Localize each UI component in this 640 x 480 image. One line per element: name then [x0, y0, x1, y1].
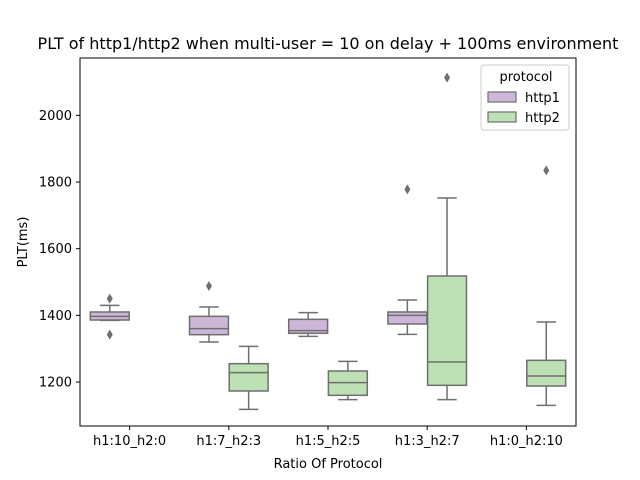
- box-body: [426, 275, 468, 387]
- y-tick-label: 2000: [39, 109, 72, 124]
- x-axis-label: Ratio Of Protocol: [274, 457, 383, 472]
- box-http2: [526, 165, 567, 407]
- box-body: [287, 318, 329, 335]
- box-http1: [188, 281, 230, 343]
- box-http2: [327, 360, 369, 401]
- legend-swatch-http1: [487, 91, 517, 103]
- box-body: [387, 311, 428, 325]
- x-tick-label: h1:10_h2:0: [93, 434, 166, 449]
- legend-label-http2: http2: [525, 111, 560, 126]
- outlier-marker: [106, 293, 113, 304]
- x-tick-label: h1:0_h2:10: [490, 434, 563, 449]
- outlier-marker: [543, 165, 550, 176]
- legend-title: protocol: [499, 70, 552, 85]
- x-tick-label: h1:7_h2:3: [196, 434, 261, 449]
- box-http1: [89, 293, 130, 340]
- box-series-layer: [89, 72, 567, 411]
- y-tick-label: 1200: [39, 376, 72, 391]
- outlier-marker: [404, 184, 411, 195]
- legend: protocol http1 http2: [480, 64, 570, 131]
- y-tick-label: 1800: [39, 176, 72, 191]
- outlier-marker: [444, 72, 451, 83]
- box-http1: [387, 184, 428, 336]
- box-body: [526, 359, 567, 387]
- x-tick-label: h1:5_h2:5: [296, 434, 361, 449]
- box-body: [228, 362, 269, 392]
- legend-label-http1: http1: [525, 91, 560, 106]
- y-axis-label: PLT(ms): [16, 217, 31, 268]
- y-tick-label: 1400: [39, 309, 72, 324]
- x-tick-label: h1:3_h2:7: [395, 434, 460, 449]
- axes-layer: 1200 1400 1600 1800 2000 h1:10_h2:0 h1:7_h2:3 h…: [39, 109, 563, 449]
- legend-swatch-http2: [487, 111, 517, 123]
- y-tick-label: 1600: [39, 242, 72, 257]
- box-http2: [426, 72, 468, 401]
- outlier-marker: [106, 329, 113, 340]
- box-http1: [287, 311, 329, 338]
- box-http2: [228, 345, 269, 411]
- outlier-marker: [205, 281, 212, 291]
- chart-title: PLT of http1/http2 when multi-user = 10 …: [38, 34, 619, 53]
- box-body: [188, 315, 230, 336]
- plot-area-frame: [79, 57, 577, 427]
